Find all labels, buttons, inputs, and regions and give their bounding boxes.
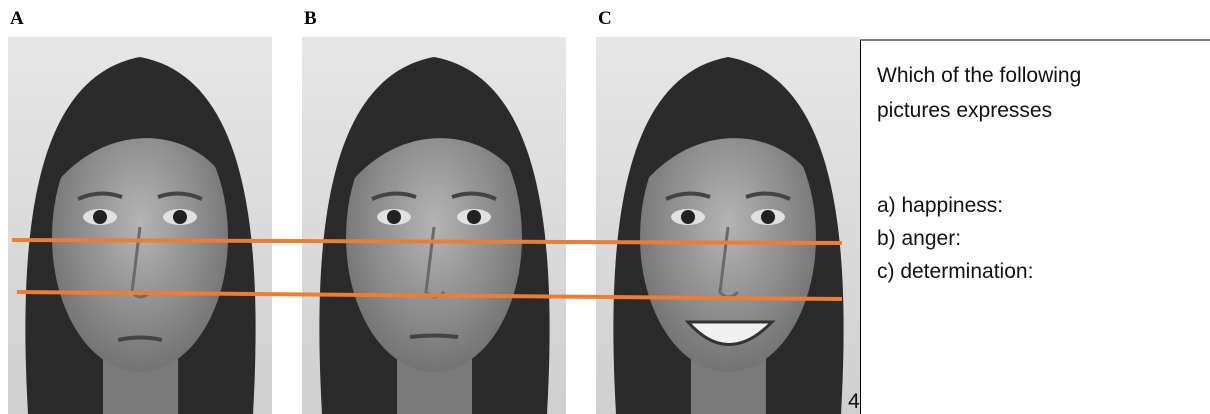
- option: a) happiness:: [877, 194, 1003, 217]
- question-text: pictures expresses: [877, 99, 1052, 122]
- option: c) determination:: [877, 260, 1033, 283]
- page-number: 4: [848, 390, 860, 413]
- photo-c: [596, 37, 860, 414]
- photo-a: [8, 37, 272, 414]
- panel-label: A: [10, 8, 24, 29]
- panel-label: B: [304, 8, 317, 29]
- photo-b: [302, 37, 566, 414]
- option: b) anger:: [877, 227, 961, 250]
- panel-label: C: [598, 8, 612, 29]
- page: A B C 4 Which of the following pictures …: [0, 0, 1210, 414]
- question-text: Which of the following: [877, 64, 1081, 87]
